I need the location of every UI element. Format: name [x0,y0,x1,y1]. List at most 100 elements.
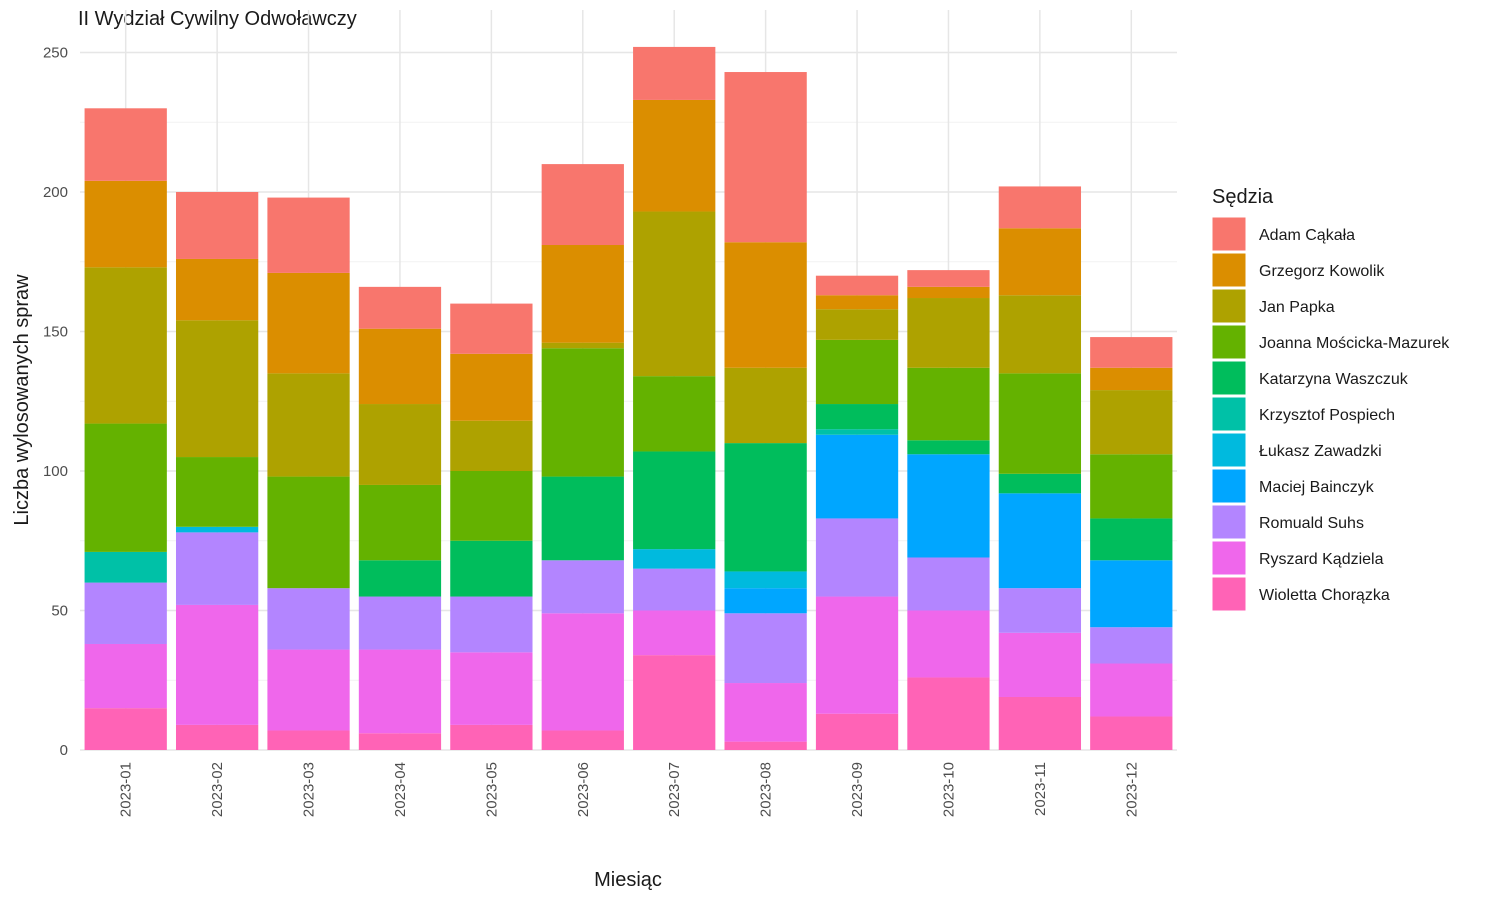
bar-segment [724,571,807,589]
y-tick-label: 200 [43,184,68,201]
legend-swatch [1211,216,1247,252]
bar-segment [358,596,442,650]
bar-segment [907,677,990,750]
bar-segment [358,649,442,734]
bar-segment [633,451,716,550]
bar-segment [633,568,716,611]
bar-segment [541,342,624,349]
bar-segment [1090,663,1173,717]
y-tick-label: 0 [60,742,68,759]
x-axis-ticks: 2023-01 2023-02 2023-03 2023-04 2023-05 2023-… [118,762,1141,817]
bar-segment [815,309,899,340]
bar-segment [541,164,624,246]
legend-swatch [1211,432,1247,468]
y-tick-label: 250 [43,45,68,62]
bar-segment [541,476,624,561]
bar-segment [450,652,533,725]
bar-segment [541,348,624,477]
bar-segment [541,245,624,343]
bar-segment [724,588,807,614]
bar-segment [907,557,990,611]
bar-segment [358,733,442,750]
bar-segment [1090,716,1173,750]
x-axis-title: Miesiąc [594,869,662,891]
bar-segment [175,192,259,259]
x-tick-label: 2023-06 [575,762,592,817]
bar-segment [175,457,259,527]
bar-segment [267,476,350,589]
bar-segment [907,440,990,455]
bar-segment [175,320,259,458]
bar-segment [267,730,350,750]
bar-segment [724,741,807,750]
legend-swatch [1211,288,1247,324]
legend-swatch [1211,324,1247,360]
legend-label: Maciej Bainczyk [1259,479,1375,496]
x-tick-label: 2023-10 [940,762,957,817]
x-tick-label: 2023-03 [301,762,318,817]
bar-segment [541,730,624,750]
bar-segment [84,180,167,268]
bar-segment [998,696,1082,750]
bar-segment [1090,367,1173,391]
legend: Sędzia Adam Cąkała Grzegorz Kowolik Jan Pa… [1211,186,1450,612]
x-tick-label: 2023-07 [666,762,683,817]
bar-segment [358,328,442,405]
bar-segment [450,420,533,471]
bar-segment [998,295,1082,374]
bar-segment [541,560,624,614]
bar-segment [84,108,167,181]
bar-segment [633,46,716,100]
bar-segment [815,404,899,430]
bar-segment [450,596,533,653]
bar-segment [541,613,624,731]
bar-segment [84,267,167,424]
bar-segment [450,540,533,597]
bar-segment [1090,454,1173,519]
legend-label: Wioletta Chorązka [1259,587,1390,604]
bar-segment [84,708,167,750]
bar-segment [450,724,533,750]
legend-swatch [1211,468,1247,504]
legend-label: Katarzyna Waszczuk [1259,371,1409,388]
bar-segment [998,373,1082,474]
bar-segment [907,270,990,287]
bar-segment [998,493,1082,589]
bar-segment [907,367,990,441]
y-tick-label: 50 [51,603,68,620]
bar-segment [267,272,350,374]
legend-label: Adam Cąkała [1259,227,1355,244]
bar-segment [358,560,442,597]
bar-segment [907,610,990,678]
bar-segment [175,258,259,321]
y-tick-label: 150 [43,324,68,341]
bar-segment [907,286,990,299]
y-tick-label: 100 [43,463,68,480]
x-tick-label: 2023-09 [849,762,866,817]
x-tick-label: 2023-02 [209,762,226,817]
bar-segment [815,434,899,519]
bar-segment [84,551,167,583]
bar-segment [267,373,350,477]
bar-segment [175,532,259,605]
bar-segment [724,613,807,684]
y-axis-title: Liczba wylosowanych spraw [11,274,33,526]
bar-segment [633,610,716,656]
bar-segment [633,211,716,377]
bar-segment [815,518,899,597]
x-tick-label: 2023-12 [1123,762,1140,817]
bar-segment [907,298,990,368]
legend-swatch [1211,576,1247,612]
bar-segment [633,376,716,452]
legend-label: Romuald Suhs [1259,515,1364,532]
bar-segment [815,429,899,435]
bar-segment [998,588,1082,633]
bar-segment [998,228,1082,296]
bar-segment [998,473,1082,494]
bar-segment [358,484,442,561]
bar-segment [633,99,716,212]
bar-segment [1090,627,1173,664]
legend-label: Joanna Mościcka-Mazurek [1259,335,1450,352]
legend-title: Sędzia [1212,186,1274,208]
legend-label: Grzegorz Kowolik [1259,263,1385,280]
